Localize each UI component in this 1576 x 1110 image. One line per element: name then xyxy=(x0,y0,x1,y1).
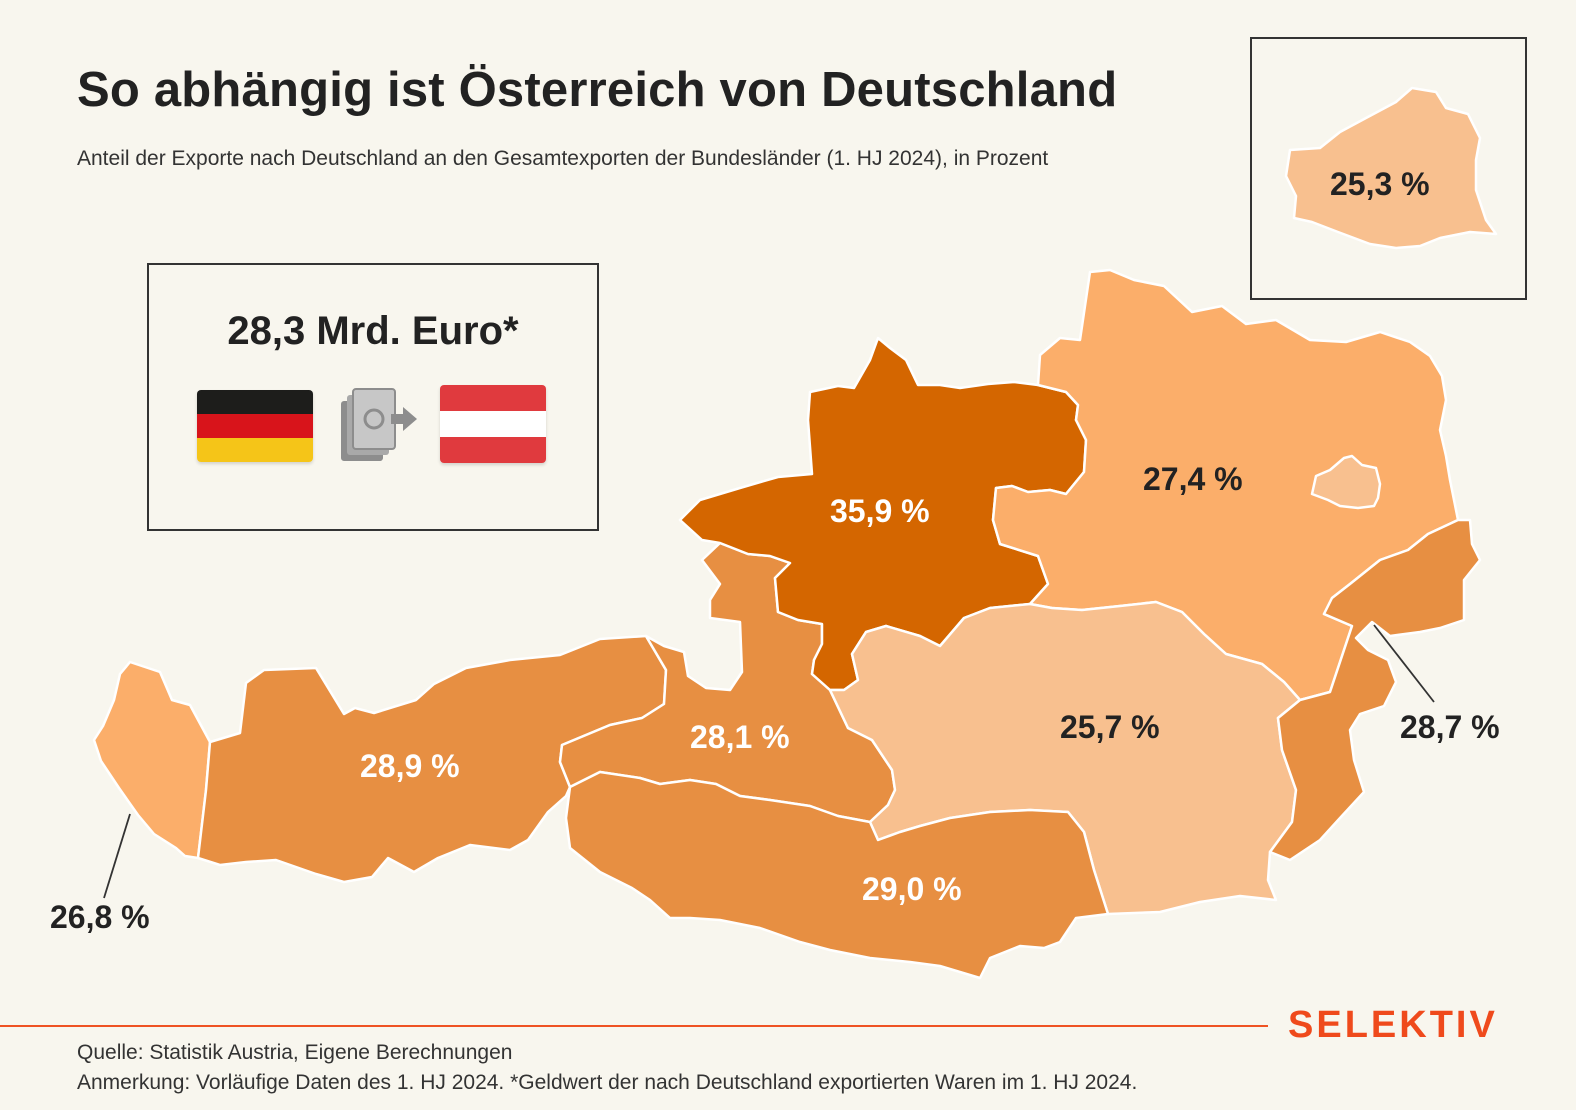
germany-flag-icon xyxy=(197,390,313,462)
region-vorarlberg xyxy=(92,660,212,860)
value-label-oberoesterreich: 35,9 % xyxy=(830,493,930,529)
money-transfer-icon xyxy=(341,388,417,461)
vienna-inset xyxy=(1250,37,1527,300)
page-title: So abhängig ist Österreich von Deutschla… xyxy=(77,63,1118,117)
value-label-vorarlberg: 26,8 % xyxy=(50,899,150,935)
value-label-burgenland: 28,7 % xyxy=(1400,709,1500,745)
source-text: Quelle: Statistik Austria, Eigene Berech… xyxy=(77,1041,513,1064)
value-label-steiermark: 25,7 % xyxy=(1060,709,1160,745)
value-label-niederoesterreich: 27,4 % xyxy=(1143,461,1243,497)
export-amount: 28,3 Mrd. Euro* xyxy=(227,309,519,353)
region-wien-small xyxy=(1310,454,1382,510)
region-kaernten xyxy=(564,770,1110,980)
footer-divider xyxy=(0,1025,1268,1027)
value-label-tirol: 28,9 % xyxy=(360,748,460,784)
leader-line-vorarlberg xyxy=(103,813,131,899)
brand-logo: SELEKTIV xyxy=(1288,1004,1498,1046)
value-label-kaernten: 29,0 % xyxy=(862,871,962,907)
value-label-wien: 25,3 % xyxy=(1330,166,1430,202)
region-burgenland xyxy=(1268,518,1482,862)
vienna-inset-shape xyxy=(1284,86,1498,250)
leader-line-burgenland xyxy=(1373,624,1435,703)
austria-flag-icon xyxy=(440,385,546,463)
page-subtitle: Anteil der Exporte nach Deutschland an d… xyxy=(77,147,1049,170)
export-value-box: 28,3 Mrd. Euro* xyxy=(147,263,599,531)
value-label-salzburg: 28,1 % xyxy=(690,719,790,755)
note-text: Anmerkung: Vorläufige Daten des 1. HJ 20… xyxy=(77,1071,1138,1094)
